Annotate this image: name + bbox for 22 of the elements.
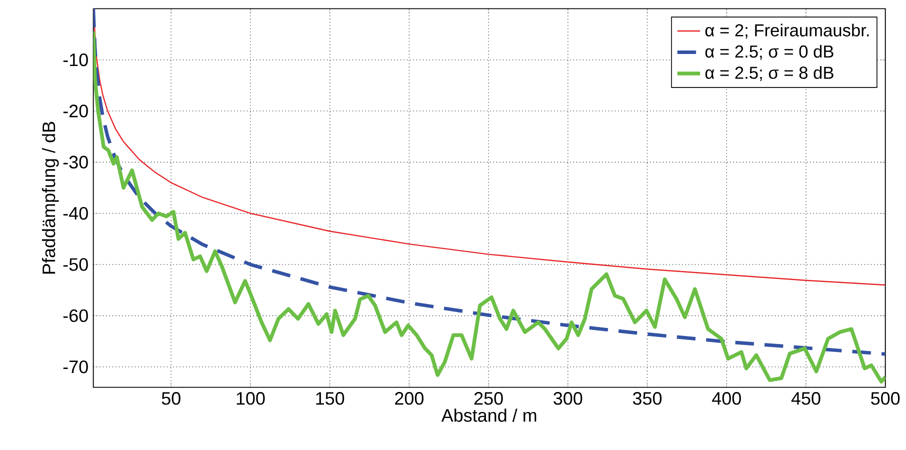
x-tick-label: 450 — [791, 392, 820, 405]
x-tick-label: 400 — [712, 392, 741, 405]
x-tick-label: 250 — [474, 392, 503, 405]
y-tick-label: -20 — [63, 104, 88, 118]
y-tick-label: -60 — [63, 309, 88, 322]
legend-label: α = 2.5; σ = 8 dB — [705, 66, 834, 81]
legend-label: α = 2.5; σ = 0 dB — [705, 44, 834, 60]
y-tick-label: -70 — [63, 360, 88, 374]
y-tick-label: -50 — [63, 258, 88, 271]
x-tick-label: 50 — [162, 392, 180, 405]
y-tick-label: -40 — [63, 206, 88, 220]
x-axis-title: Abstand / m — [441, 408, 536, 422]
y-tick-label: -30 — [63, 156, 88, 169]
x-tick-label: 200 — [395, 392, 424, 405]
x-tick-label: 300 — [554, 392, 582, 405]
x-tick-label: 350 — [632, 392, 662, 405]
legend-label: α = 2; Freiraumausbr. — [705, 24, 869, 39]
x-tick-label: 100 — [236, 392, 265, 405]
y-axis-title: Pfaddämpfung / dB — [42, 122, 59, 274]
x-tick-label: 150 — [316, 392, 344, 405]
y-tick-label: -10 — [63, 53, 88, 66]
x-tick-label: 500 — [871, 392, 900, 405]
